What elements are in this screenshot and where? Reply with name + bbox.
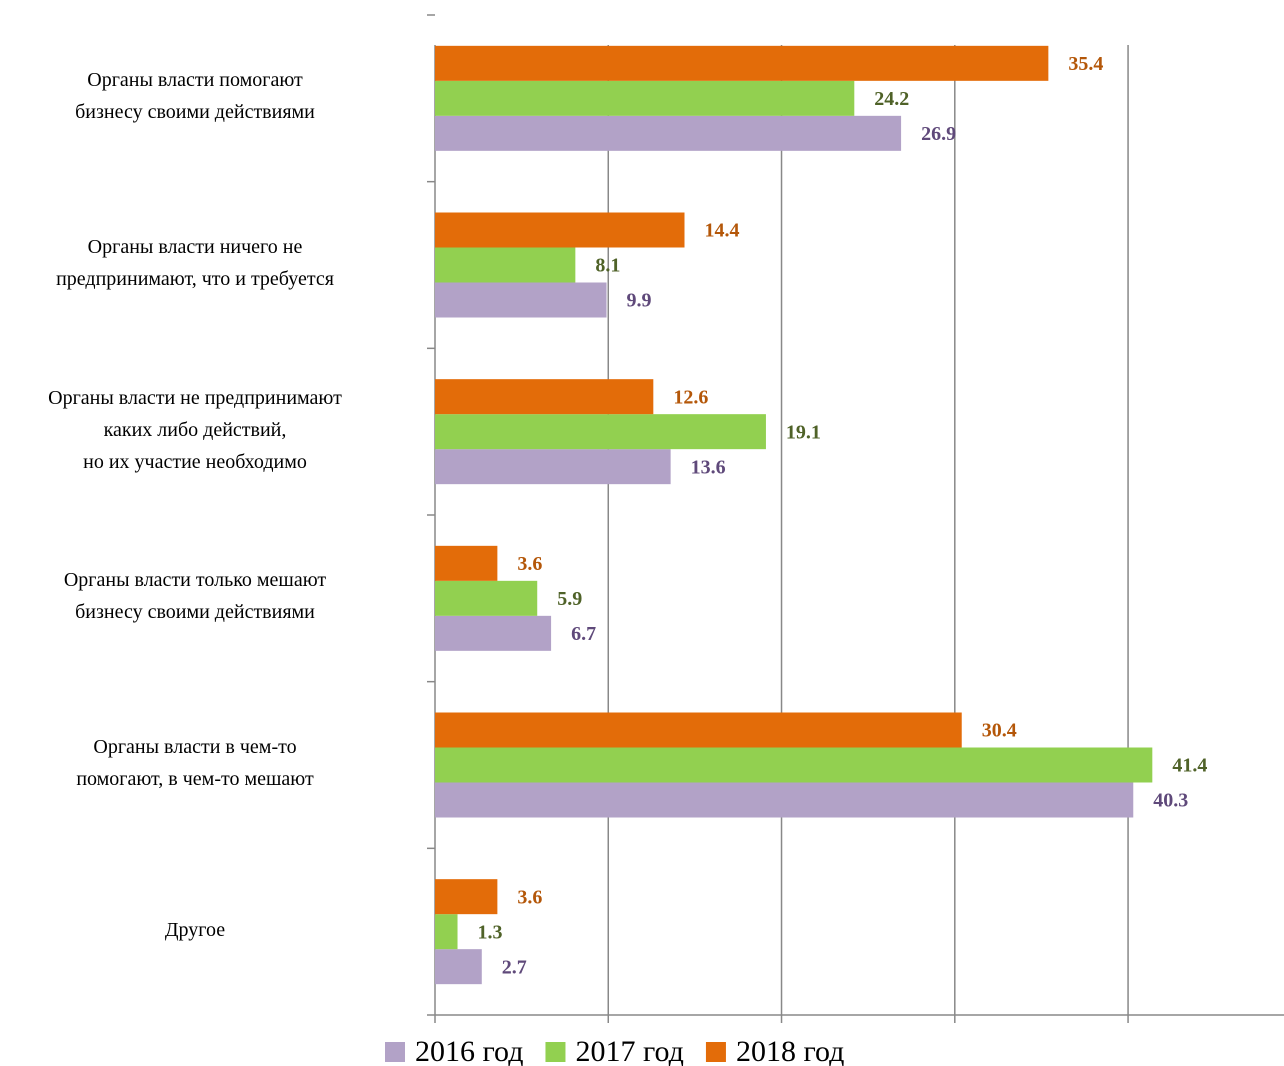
data-label: 30.4 (982, 720, 1017, 742)
bar (435, 282, 607, 318)
bar (435, 747, 1153, 783)
y-tick-label: Органы власти только мешают бизнесу свои… (63, 569, 327, 624)
data-label: 40.3 (1153, 790, 1188, 812)
legend-swatch (385, 1042, 405, 1062)
data-label: 19.1 (786, 421, 821, 443)
bar (435, 545, 498, 581)
bar (435, 247, 576, 283)
bar (435, 712, 962, 748)
data-label: 1.3 (478, 921, 503, 943)
data-label: 13.6 (691, 456, 726, 478)
legend-label: 2017 год (575, 1035, 683, 1066)
bar (435, 615, 552, 651)
bar (435, 414, 766, 450)
data-label: 6.7 (571, 623, 596, 645)
bar (435, 782, 1134, 818)
legend-label: 2016 год (415, 1035, 523, 1066)
data-label: 24.2 (874, 88, 909, 110)
bar (435, 879, 498, 915)
y-tick-label: Органы власти ничего не предпринимают, ч… (56, 236, 334, 290)
bar (435, 949, 482, 985)
bar (435, 212, 685, 248)
data-label: 12.6 (673, 386, 708, 408)
data-label: 41.4 (1172, 755, 1207, 777)
data-label: 35.4 (1068, 53, 1103, 75)
data-label: 14.4 (705, 220, 740, 242)
data-label: 3.6 (517, 886, 542, 908)
y-tick-label: Органы власти помогают бизнесу своими де… (75, 69, 315, 124)
bar (435, 580, 538, 616)
data-label: 2.7 (502, 956, 527, 978)
data-label: 3.6 (517, 553, 542, 575)
bar (435, 115, 902, 151)
bar (435, 449, 671, 485)
legend-label: 2018 год (736, 1035, 844, 1066)
data-label: 9.9 (627, 290, 652, 312)
data-label: 26.9 (921, 123, 956, 145)
data-label: 5.9 (557, 588, 582, 610)
bar (435, 80, 855, 116)
data-label: 8.1 (595, 255, 620, 277)
y-tick-label: Органы власти в чем-то помогают, в чем-т… (76, 736, 314, 790)
bar (435, 914, 458, 950)
y-tick-label: Органы власти не предпринимают каких либ… (48, 386, 342, 473)
legend-swatch (705, 1042, 726, 1062)
bar (435, 379, 654, 415)
legend-swatch (545, 1042, 566, 1062)
bar (435, 45, 1049, 81)
y-tick-label: Другое (164, 918, 226, 941)
